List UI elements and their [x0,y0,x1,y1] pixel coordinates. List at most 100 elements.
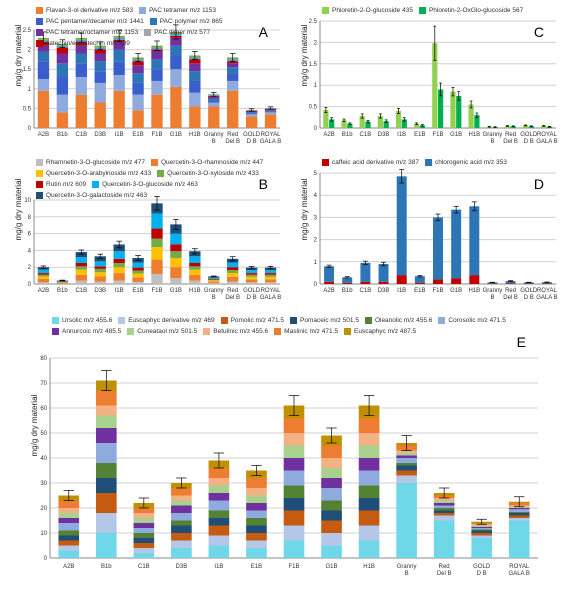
legend-swatch [36,40,43,47]
x-tick-label: H1B [363,564,375,570]
bar-segment [284,511,305,526]
panel-b: Rhamnetin-3-O-glucoside m/z 477Quercetin… [6,158,286,308]
bar-segment [208,279,219,280]
legend-swatch [36,170,43,177]
bar-segment [246,478,267,488]
legend-item: Quercetin-3-O-glucoside m/z 463 [92,180,198,189]
bar-segment [96,513,117,533]
bar-segment [246,526,267,534]
bar-segment [284,498,305,511]
bar-segment [96,493,117,513]
bar-segment [132,274,143,278]
bar-segment [113,281,124,284]
y-tick-label: 2 [314,238,318,244]
bar-segment [132,268,143,271]
x-tick-label: Del B [225,139,240,145]
bar-segment [396,458,417,463]
bar-segment [151,247,162,260]
bar-segment [471,527,492,528]
bar-segment [208,97,219,99]
legend-label: Phloretin-2-O-glucoside 435 [332,6,413,15]
bar-segment [58,546,79,551]
bar-segment [246,503,267,511]
bar-segment [171,506,192,514]
legend-swatch [118,317,125,324]
bar-segment [509,513,530,516]
legend-swatch [150,18,157,25]
legend-swatch [127,328,134,335]
legend-item: Quercetin-3-O-galactoside m/z 463 [36,191,147,200]
bar-segment [509,516,530,519]
bar-segment [76,257,87,263]
x-tick-label: B [405,571,409,577]
bar-segment [208,277,219,278]
bar-segment [76,95,87,128]
bar-segment [208,101,219,103]
bar-segment [434,516,455,521]
bar-segment [265,112,276,114]
bar-segment [227,67,238,73]
bar-segment [170,69,181,87]
bar-segment [359,486,380,499]
legend-label: Pomolic m/z 471.5 [231,316,284,325]
bar-segment [58,518,79,523]
bar-segment [284,541,305,559]
bar-segment [246,496,267,504]
bar-segment [134,513,155,518]
legend-item: Quercetin-3-O-xyloside m/z 433 [157,169,259,178]
x-tick-label: F1B [432,132,443,138]
bar-segment [57,95,68,113]
bar-segment [170,87,181,128]
x-tick-label: D3B [378,132,390,138]
bar-segment [396,471,417,476]
x-tick-label: E1B [132,132,143,138]
legend-label: catechin/epicatechin m/z 289 [46,39,130,48]
bar-segment [471,529,492,530]
bar-segment [509,521,530,559]
bar-segment [284,418,305,433]
y-axis-label: mg/g dry material [14,25,23,87]
legend-label: Quercetin-3-O-galactoside m/z 463 [46,191,147,200]
bar-segment [246,275,257,277]
legend-item: PAC polymer m/z 865 [150,17,223,26]
bar-segment [396,451,417,454]
bar-segment [209,501,230,511]
bar-segment [359,471,380,486]
bar-segment [321,521,342,534]
x-tick-label: D3B [94,288,106,294]
bar-segment [208,282,219,284]
legend-item: caffeic acid derivative m/z 387 [322,158,419,167]
x-tick-label: H1B [468,288,480,294]
bar-segment [284,446,305,459]
x-tick-label: D3B [94,132,106,138]
bar-segment [76,77,87,95]
bar-segment [76,63,87,77]
bar-segment [509,512,530,513]
y-tick-label: 2.5 [309,19,318,25]
bar-segment [246,114,257,116]
bar-segment [208,283,219,284]
legend-swatch [36,18,43,25]
legend-label: Annurcoic m/z 485.5 [62,327,121,336]
bar-segment [58,531,79,536]
x-tick-label: H1B [468,132,480,138]
bar-segment [265,273,276,275]
x-tick-label: Del B [503,295,518,301]
bar-segment [324,282,334,284]
x-tick-label: F1B [151,288,162,294]
bar-segment [96,478,117,493]
y-tick-label: 1 [28,87,32,93]
y-tick-label: 1.5 [23,67,32,73]
bar-segment [396,483,417,558]
bar-segment [209,536,230,546]
x-tick-label: Red [505,288,516,294]
bar-segment [134,518,155,523]
y-tick-label: 6 [28,232,32,238]
bar-segment [151,239,162,247]
legend-item: Ursolic m/z 455.6 [52,316,112,325]
bar-segment [96,463,117,478]
y-tick-label: 0 [28,126,32,132]
legend-label: Betulinic m/z 455.6 [213,327,268,336]
bar-segment [132,95,143,111]
bar-segment [246,518,267,526]
